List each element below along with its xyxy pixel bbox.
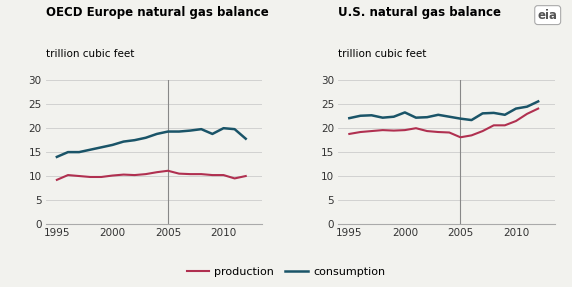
Text: U.S. natural gas balance: U.S. natural gas balance: [338, 6, 501, 19]
Text: trillion cubic feet: trillion cubic feet: [46, 49, 134, 59]
Legend: production, consumption: production, consumption: [182, 263, 390, 282]
Text: eia: eia: [538, 9, 558, 22]
Text: OECD Europe natural gas balance: OECD Europe natural gas balance: [46, 6, 268, 19]
Text: trillion cubic feet: trillion cubic feet: [338, 49, 427, 59]
